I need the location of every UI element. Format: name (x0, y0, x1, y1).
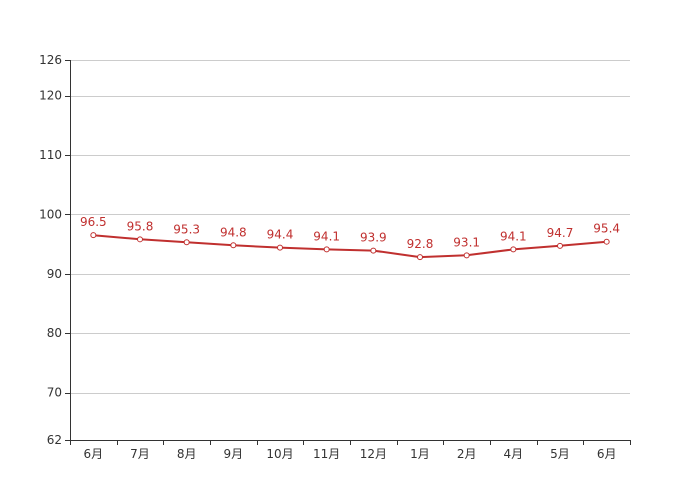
data-label: 96.5 (80, 215, 107, 229)
data-label: 95.8 (127, 219, 154, 233)
data-label: 95.4 (593, 222, 620, 236)
x-tick-label: 9月 (224, 447, 244, 461)
data-label: 94.1 (500, 229, 527, 243)
data-label: 94.7 (547, 226, 574, 240)
data-label: 94.1 (313, 229, 340, 243)
x-tick-label: 5月 (550, 447, 570, 461)
data-label: 93.9 (360, 231, 387, 245)
x-tick-label: 4月 (504, 447, 524, 461)
gridlines (70, 60, 630, 394)
y-tick-label: 120 (39, 89, 62, 103)
series-line (92, 234, 608, 259)
data-point[interactable] (510, 246, 517, 253)
y-tick-label: 62 (47, 433, 62, 447)
x-tick-label: 6月 (84, 447, 104, 461)
y-tick-label: 100 (39, 207, 62, 221)
y-tick-label: 126 (39, 53, 62, 67)
y-tick-label: 70 (47, 386, 62, 400)
data-labels: 96.5 95.8 95.3 94.8 94.4 94.1 93.9 92.8 93.1 94.1… (80, 215, 620, 251)
x-axis: 6月 7月 8月 9月 10月 11月 12月 1月 2月 4月 5月 6月 (70, 440, 631, 461)
data-label: 92.8 (407, 237, 434, 251)
data-point[interactable] (323, 246, 330, 253)
data-label: 94.4 (267, 228, 294, 242)
y-tick-label: 90 (47, 267, 62, 281)
data-point[interactable] (183, 239, 190, 246)
x-tick-label: 10月 (266, 447, 293, 461)
data-point[interactable] (277, 244, 283, 251)
y-tick-label: 110 (39, 148, 62, 162)
data-point[interactable] (230, 242, 237, 249)
data-label: 95.3 (173, 222, 200, 236)
y-axis: 62 70 80 90 100 110 120 126 (39, 53, 70, 447)
data-point[interactable] (557, 242, 563, 249)
x-tick-label: 11月 (313, 447, 340, 461)
x-tick-label: 1月 (410, 447, 430, 461)
x-tick-label: 8月 (177, 447, 197, 461)
data-point[interactable] (370, 247, 377, 254)
data-point[interactable] (90, 232, 97, 239)
data-point[interactable] (603, 238, 610, 245)
data-point[interactable] (417, 254, 423, 261)
y-tick-label: 80 (47, 326, 62, 340)
x-tick-label: 2月 (457, 447, 477, 461)
x-tick-label: 12月 (360, 447, 387, 461)
data-point[interactable] (463, 252, 470, 259)
data-point[interactable] (137, 236, 143, 243)
x-tick-label: 6月 (597, 447, 617, 461)
data-label: 93.1 (453, 235, 480, 249)
data-label: 94.8 (220, 225, 247, 239)
data-points (90, 232, 610, 261)
x-tick-label: 7月 (130, 447, 150, 461)
